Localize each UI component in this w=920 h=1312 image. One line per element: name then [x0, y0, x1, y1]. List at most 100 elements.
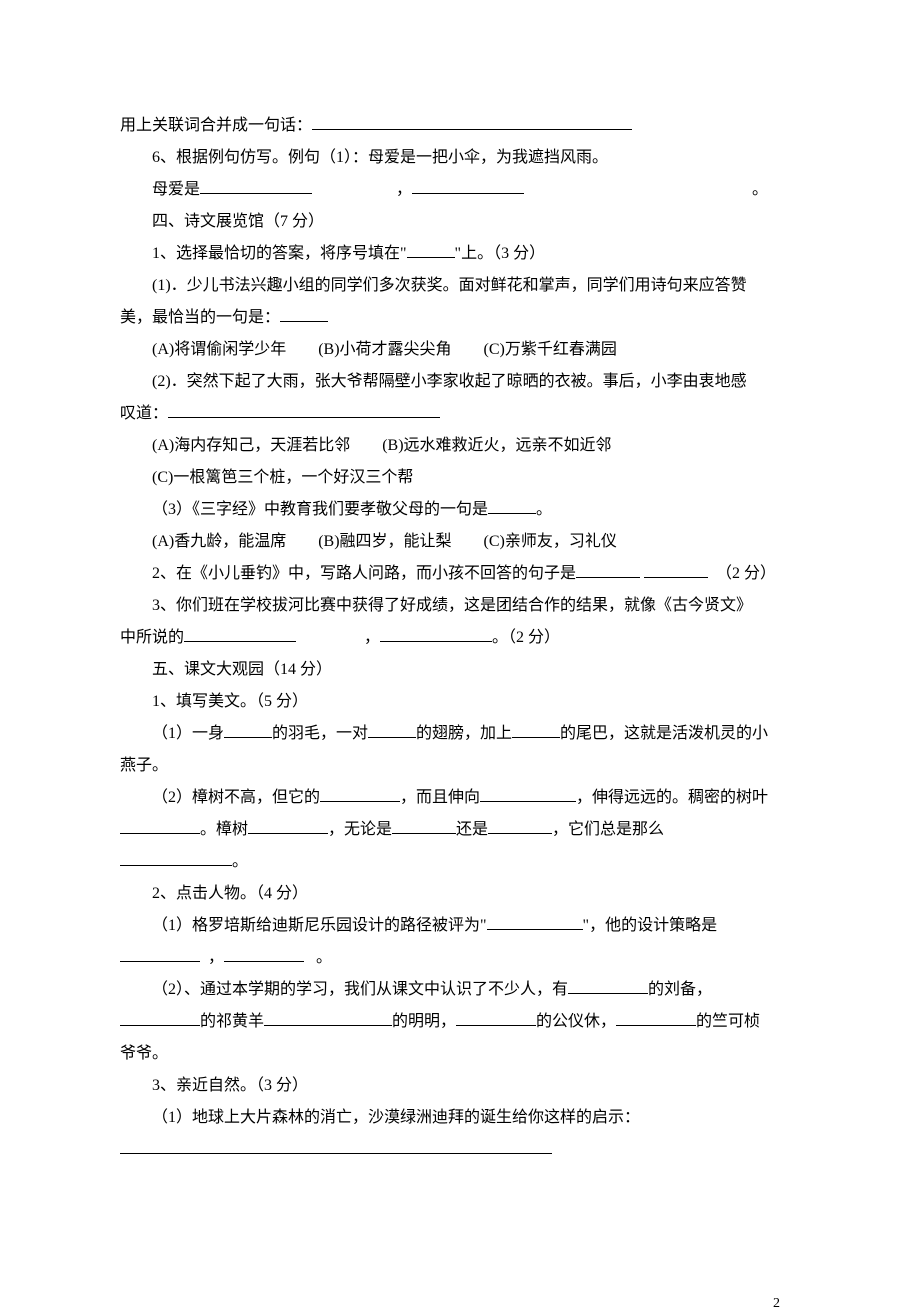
s4-q3-a: 3、你们班在学校拔河比赛中获得了好成绩，这是团结合作的结果，就像《古今贤文》: [120, 590, 800, 622]
s5-q2-1-blank1: [487, 913, 583, 930]
s5-q1-1-blank1: [224, 721, 272, 738]
s5-q2-2-line1: （2）、通过本学期的学习，我们从课文中认识了不少人，有 的刘备，: [120, 974, 800, 1006]
s5-q2-2-blank4: [456, 1009, 536, 1026]
s4-q3-blank2: [380, 625, 492, 642]
s5-q1-2b: ，而且伸向: [400, 789, 480, 806]
merge-sentence-line: 用上关联词合并成一句话：: [120, 110, 800, 142]
section4-title: 四、诗文展览馆（7 分）: [120, 206, 800, 238]
s5-q1-2c: ，伸得远远的。稠密的树叶: [576, 789, 768, 806]
s5-q2-2b: 的刘备，: [648, 981, 712, 998]
s5-q1-2-line1: （2）樟树不高，但它的 ，而且伸向 ，伸得远远的。稠密的树叶: [120, 782, 800, 814]
s4-q1-3-opts: (A)香九龄，能温席 (B)融四岁，能让梨 (C)亲师友，习礼仪: [120, 526, 800, 558]
s5-q2-1-blank3: [224, 945, 304, 962]
s4-q1-1b: 美，最恰当的一句是：: [120, 309, 280, 326]
s4-q3-blank1: [184, 625, 296, 642]
q6-comma: ，: [396, 181, 412, 198]
s5-q2-2-blank2: [120, 1009, 200, 1026]
q6-period: 。: [752, 181, 768, 198]
s5-q1-2h: 。: [232, 853, 248, 870]
s5-q2-1a: （1）格罗培斯给迪斯尼乐园设计的路径被评为": [152, 917, 487, 934]
s5-q1-2e: ，无论是: [328, 821, 392, 838]
s4-q1-2-optA: (A)海内存知己，天涯若比邻 (B)远水难救近火，远亲不如近邻: [120, 430, 800, 462]
s4-q1-2b-line: 叹道：: [120, 398, 800, 430]
s4-q1-1b-line: 美，最恰当的一句是：: [120, 302, 800, 334]
merge-prompt: 用上关联词合并成一句话：: [120, 117, 312, 134]
s4-q1-2b: 叹道：: [120, 405, 168, 422]
s5-q2-2c: 的祁黄羊: [200, 1013, 264, 1030]
s4-q1-1-opts: (A)将谓偷闲学少年 (B)小荷才露尖尖角 (C)万紫千红春满园: [120, 334, 800, 366]
s4-q1: 1、选择最恰切的答案，将序号填在" "上。（3 分）: [120, 238, 800, 270]
s5-q1-2-blank3: [120, 817, 200, 834]
s5-q1-2-line2: 。樟树 ，无论是 还是 ，它们总是那么: [120, 814, 800, 846]
s5-q3-1-blank: [120, 1137, 552, 1154]
s5-q2-2f: 的竺可桢: [696, 1013, 760, 1030]
s5-q2-1-line2: ， 。: [120, 942, 800, 974]
s5-q1-2g: ，它们总是那么: [552, 821, 664, 838]
s5-q2-2-blank1: [568, 977, 648, 994]
s5-q1-1-line1: （1）一身 的羽毛，一对 的翅膀，加上 的尾巴，这就是活泼机灵的小: [120, 718, 800, 750]
s5-q1-2-blank6: [488, 817, 552, 834]
s5-q1-2-blank4: [248, 817, 328, 834]
s5-q2-2-blank5: [616, 1009, 696, 1026]
s4-q1-3: （3）《三字经》中教育我们要孝敬父母的一句是: [152, 501, 488, 518]
s5-q3-1-blankline: [120, 1134, 800, 1166]
s4-q2-a: 2、在《小儿垂钓》中，写路人问路，而小孩不回答的句子是: [152, 565, 576, 582]
s4-q1-tail: "上。（3 分）: [455, 245, 546, 262]
s4-q1-3-blank: [488, 497, 536, 514]
s4-q1-2a: (2)．突然下起了大雨，张大爷帮隔壁小李家收起了晾晒的衣被。事后，小李由衷地感: [120, 366, 800, 398]
s5-q3-1: （1）地球上大片森林的消亡，沙漠绿洲迪拜的诞生给你这样的启示：: [120, 1102, 800, 1134]
s5-q2-2d: 的明明，: [392, 1013, 456, 1030]
s4-q2-line: 2、在《小儿垂钓》中，写路人问路，而小孩不回答的句子是 （2 分）: [120, 558, 800, 590]
s5-q1-2f: 还是: [456, 821, 488, 838]
s4-q1-2-optC: (C)一根篱笆三个桩，一个好汉三个帮: [120, 462, 800, 494]
s4-q3-b-line: 中所说的 ，。（2 分）: [120, 622, 800, 654]
section5-title: 五、课文大观园（14 分）: [120, 654, 800, 686]
s5-q1-1a: （1）一身: [152, 725, 224, 742]
s4-q1-1b-blank: [280, 305, 328, 322]
q6-blank1: [200, 177, 312, 194]
s5-q1-1-blank2: [368, 721, 416, 738]
s5-q2: 2、点击人物。（4 分）: [120, 878, 800, 910]
q6-answer-line: 母爱是 ， 。: [120, 174, 800, 206]
s5-q1-1c: 的翅膀，加上: [416, 725, 512, 742]
s5-q1-2-blank7: [120, 849, 232, 866]
s5-q1-2-blank2: [480, 785, 576, 802]
s5-q2-1d: 。: [316, 949, 332, 966]
s5-q1-2a: （2）樟树不高，但它的: [152, 789, 320, 806]
s5-q1-1d: 的尾巴，这就是活泼机灵的小: [560, 725, 768, 742]
s4-q1-pre: 1、选择最恰切的答案，将序号填在": [152, 245, 407, 262]
s4-q2-blank2: [644, 561, 708, 578]
s5-q2-1b: "，他的设计策略是: [583, 917, 718, 934]
s4-q1-2b-blank: [168, 401, 440, 418]
s5-q2-2-blank3: [264, 1009, 392, 1026]
merge-blank: [312, 113, 632, 130]
s4-q3-tail: 。（2 分）: [492, 629, 560, 646]
page-number: 2: [0, 1226, 920, 1312]
s5-q2-2g: 爷爷。: [120, 1038, 800, 1070]
q6-example: 6、根据例句仿写。例句（1）：母爱是一把小伞，为我遮挡风雨。: [120, 142, 800, 174]
s5-q1-1-blank3: [512, 721, 560, 738]
s5-q1: 1、填写美文。（5 分）: [120, 686, 800, 718]
s5-q1-2-blank5: [392, 817, 456, 834]
s4-q1-1a: (1)．少儿书法兴趣小组的同学们多次获奖。面对鲜花和掌声，同学们用诗句来应答赞: [120, 270, 800, 302]
s4-q1-3-line: （3）《三字经》中教育我们要孝敬父母的一句是 。: [120, 494, 800, 526]
q6-blank2: [412, 177, 524, 194]
s4-q3-b: 中所说的: [120, 629, 184, 646]
s4-q1-blank: [407, 241, 455, 258]
s5-q1-2-line3: 。: [120, 846, 800, 878]
s5-q1-2d: 。樟树: [200, 821, 248, 838]
s5-q2-2e: 的公仪休，: [536, 1013, 616, 1030]
s5-q2-1-line1: （1）格罗培斯给迪斯尼乐园设计的路径被评为" "，他的设计策略是: [120, 910, 800, 942]
s4-q1-3-tail: 。: [536, 501, 552, 518]
q6-stem: 母爱是: [152, 181, 200, 198]
s5-q2-1-blank2: [120, 945, 200, 962]
exam-page: 用上关联词合并成一句话： 6、根据例句仿写。例句（1）：母爱是一把小伞，为我遮挡…: [0, 0, 920, 1226]
s5-q1-1b: 的羽毛，一对: [272, 725, 368, 742]
s5-q1-1e: 燕子。: [120, 750, 800, 782]
s5-q2-2a: （2）、通过本学期的学习，我们从课文中认识了不少人，有: [152, 981, 568, 998]
s5-q2-1c: ，: [208, 949, 224, 966]
s5-q1-2-blank1: [320, 785, 400, 802]
s5-q2-2-line2: 的祁黄羊 的明明， 的公仪休， 的竺可桢: [120, 1006, 800, 1038]
s5-q3: 3、亲近自然。（3 分）: [120, 1070, 800, 1102]
s4-q2-blank1: [576, 561, 640, 578]
